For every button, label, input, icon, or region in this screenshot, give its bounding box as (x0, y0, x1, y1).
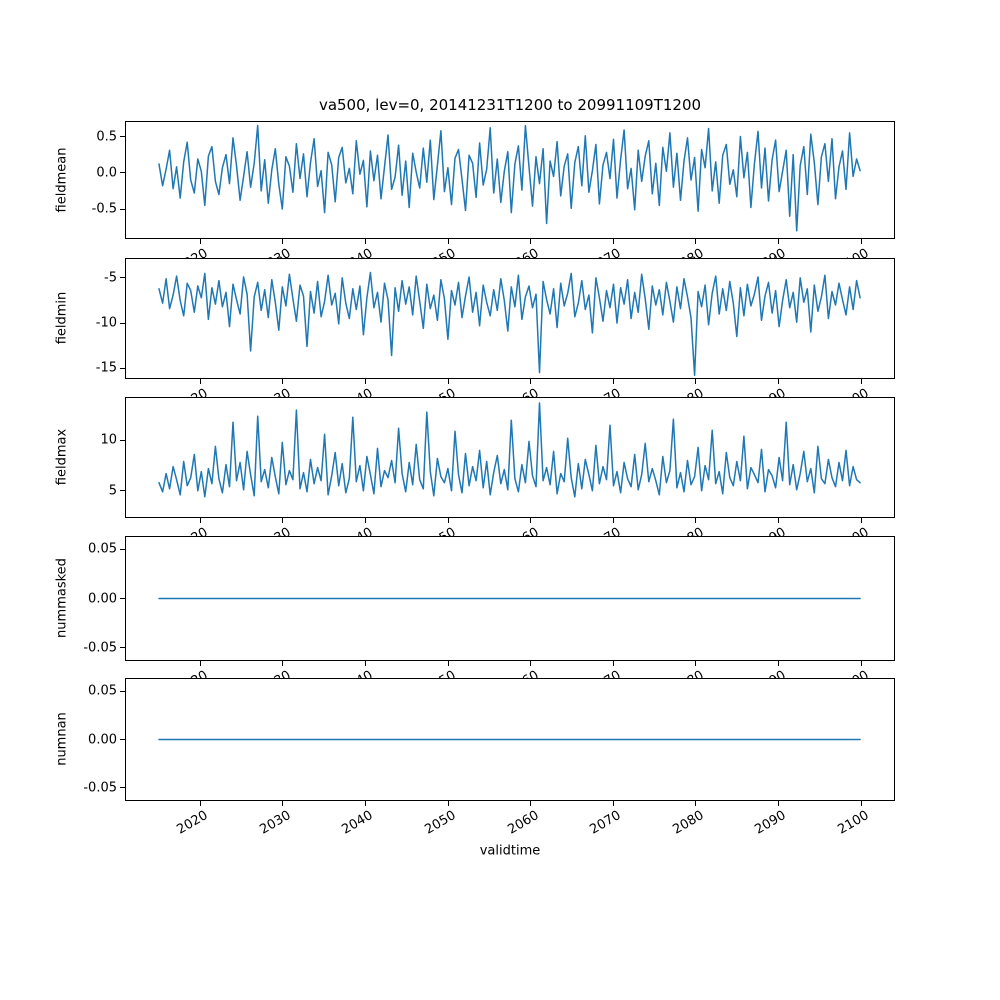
x-tick-mark (365, 661, 366, 666)
x-tick-mark (199, 518, 201, 523)
x-tick-mark (282, 379, 284, 384)
x-axis-label: validtime (479, 843, 541, 859)
fieldmin-chart (158, 271, 861, 377)
x-tick-mark (199, 379, 201, 384)
x-tick-mark (530, 661, 532, 666)
x-tick-mark (695, 661, 697, 666)
fieldmin-series-line (158, 271, 861, 377)
x-tick-mark (282, 239, 284, 244)
x-tick-mark (860, 518, 862, 523)
x-tick-label: 2080 (670, 808, 707, 838)
numnan-chart (158, 738, 861, 741)
x-tick-mark (447, 239, 449, 244)
x-tick-mark (612, 801, 614, 806)
x-tick-mark (447, 801, 449, 806)
figure-title: va500, lev=0, 20141231T1200 to 20991109T… (318, 96, 702, 114)
x-tick-mark (530, 801, 532, 806)
y-axis-label-fieldmean: fieldmean (54, 147, 70, 213)
y-tick-label: -15 (95, 360, 117, 376)
x-tick-mark (199, 239, 201, 244)
subplot-nummasked (125, 536, 895, 661)
y-tick-label: -0.5 (91, 201, 117, 217)
x-tick-mark (860, 661, 862, 666)
nummasked-chart (158, 597, 861, 600)
y-tick-label: -0.05 (83, 640, 117, 656)
x-tick-mark (612, 379, 614, 384)
x-tick-label: 2040 (339, 808, 376, 838)
x-tick-mark (695, 239, 697, 244)
x-tick-mark (365, 239, 366, 244)
y-tick-label: -0.05 (83, 780, 117, 796)
subplot-numnan (125, 678, 895, 801)
x-tick-mark (612, 661, 614, 666)
y-axis-label-numnan: numnan (54, 712, 70, 766)
fieldmax-series-line (158, 402, 861, 498)
x-tick-mark (530, 518, 532, 523)
y-tick-label: 5 (108, 483, 117, 499)
x-tick-mark (282, 661, 284, 666)
x-tick-mark (777, 661, 779, 666)
fieldmax-chart (158, 402, 861, 498)
x-tick-mark (612, 239, 614, 244)
x-tick-mark (282, 801, 284, 806)
x-tick-mark (860, 239, 862, 244)
x-tick-mark (695, 801, 697, 806)
y-tick-label: 10 (100, 432, 117, 448)
x-tick-mark (777, 518, 779, 523)
subplot-fieldmin (125, 258, 895, 379)
x-tick-label: 2090 (752, 808, 789, 838)
x-tick-label: 2050 (422, 808, 459, 838)
x-tick-mark (777, 239, 779, 244)
x-tick-label: 2030 (257, 808, 294, 838)
x-tick-label: 2060 (504, 808, 542, 838)
x-tick-label: 2020 (174, 808, 211, 838)
x-tick-mark (282, 518, 284, 523)
x-tick-mark (695, 379, 697, 384)
x-tick-mark (695, 518, 697, 523)
x-tick-label: 2070 (587, 808, 624, 838)
x-tick-mark (447, 661, 449, 666)
y-axis-label-nummasked: nummasked (54, 558, 70, 638)
x-tick-mark (447, 518, 449, 523)
y-tick-label: 0.05 (88, 541, 117, 557)
x-tick-mark (777, 379, 779, 384)
subplot-fieldmean (125, 121, 895, 239)
x-tick-mark (365, 379, 366, 384)
y-axis-label-fieldmin: fieldmin (54, 291, 70, 345)
x-tick-mark (199, 801, 201, 806)
x-tick-mark (365, 801, 366, 806)
y-tick-label: 0.5 (96, 129, 117, 144)
y-axis-label-fieldmax: fieldmax (54, 428, 70, 486)
y-tick-label: 0.00 (88, 591, 117, 606)
x-tick-mark (860, 379, 862, 384)
subplot-fieldmax (125, 397, 895, 518)
fieldmean-chart (158, 124, 861, 232)
x-tick-mark (860, 801, 862, 806)
y-tick-label: -10 (95, 315, 117, 331)
x-tick-mark (777, 801, 779, 806)
fieldmean-series-line (158, 124, 861, 232)
y-tick-label: 0.0 (96, 165, 117, 181)
y-tick-label: 0.05 (88, 683, 117, 699)
x-tick-mark (612, 518, 614, 523)
x-tick-label: 2100 (835, 808, 872, 838)
x-tick-mark (530, 239, 532, 244)
y-tick-label: 0.00 (88, 732, 117, 747)
x-tick-mark (447, 379, 449, 384)
y-tick-label: -5 (104, 270, 117, 286)
x-tick-mark (365, 518, 366, 523)
x-tick-mark (199, 661, 201, 666)
x-tick-mark (530, 379, 532, 384)
